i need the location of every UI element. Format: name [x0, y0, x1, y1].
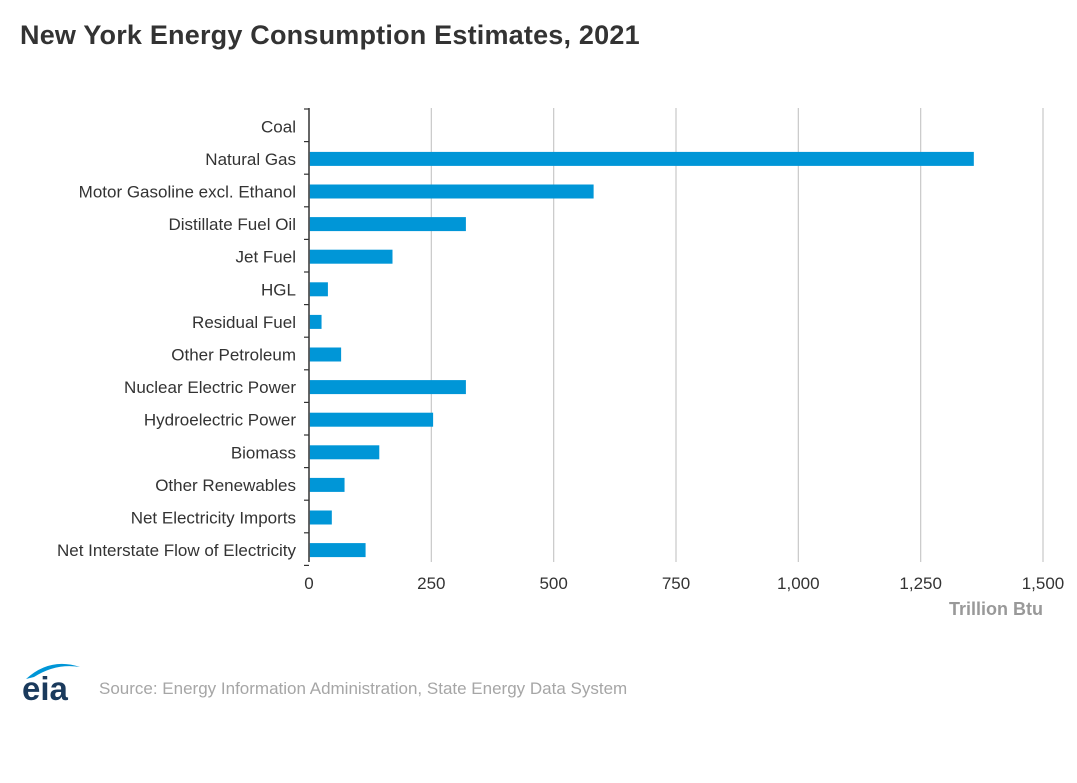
grid-lines [430, 108, 1044, 562]
source-text: Source: Energy Information Administratio… [99, 679, 628, 698]
bar [309, 217, 466, 232]
bar [309, 510, 332, 525]
category-labels: Coal Natural Gas Motor Gasoline excl. Etha… [57, 117, 297, 560]
x-tick-label: 500 [539, 574, 567, 593]
bar [309, 347, 342, 362]
x-tick-label: 0 [304, 574, 313, 593]
y-axis [304, 108, 310, 567]
x-axis-title: Trillion Btu [949, 599, 1043, 619]
bar [309, 249, 393, 264]
category-label: Net Interstate Flow of Electricity [57, 541, 297, 560]
category-label: Motor Gasoline excl. Ethanol [79, 183, 296, 202]
category-label: Distillate Fuel Oil [168, 215, 296, 234]
bar [309, 184, 594, 199]
x-tick-label: 750 [662, 574, 690, 593]
category-label: Biomass [231, 443, 296, 462]
footer: eia Source: Energy Information Administr… [20, 655, 920, 715]
bar [309, 380, 466, 395]
chart-title: New York Energy Consumption Estimates, 2… [20, 20, 640, 50]
category-label: Coal [261, 117, 296, 136]
bar [309, 314, 322, 329]
category-label: Other Petroleum [171, 346, 296, 365]
bar [309, 412, 434, 427]
logo-arc-icon [26, 663, 80, 679]
bar [309, 445, 380, 460]
logo-text: eia [22, 670, 69, 705]
eia-logo: eia [22, 663, 80, 705]
bar [309, 282, 328, 297]
bar [309, 151, 974, 166]
bars [309, 151, 974, 558]
category-label: Jet Fuel [236, 248, 296, 267]
x-tick-label: 250 [417, 574, 445, 593]
bar [309, 543, 366, 558]
x-tick-label: 1,250 [899, 574, 942, 593]
category-label: Net Electricity Imports [131, 509, 296, 528]
x-tick-labels: 0 250 500 750 1,000 1,250 1,500 [304, 574, 1064, 593]
category-label: Hydroelectric Power [144, 411, 296, 430]
category-label: Other Renewables [155, 476, 296, 495]
category-label: Natural Gas [205, 150, 296, 169]
category-label: Residual Fuel [192, 313, 296, 332]
x-tick-label: 1,000 [777, 574, 820, 593]
category-label: Nuclear Electric Power [124, 378, 296, 397]
bar [309, 477, 345, 492]
category-label: HGL [261, 280, 296, 299]
x-tick-label: 1,500 [1022, 574, 1065, 593]
bar-chart: Coal Natural Gas Motor Gasoline excl. Etha… [57, 108, 1064, 619]
